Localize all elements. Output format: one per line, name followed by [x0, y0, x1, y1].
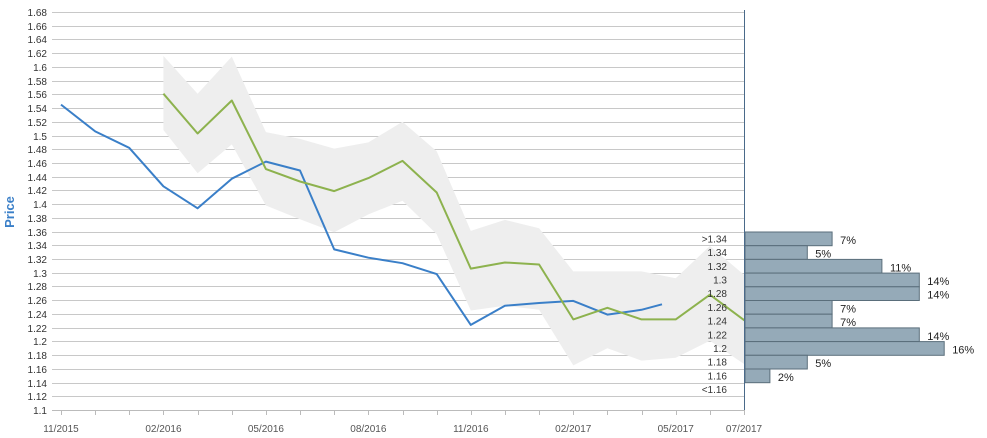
distribution-pct-label: 5% [815, 358, 831, 370]
y-tick-label: 1.26 [28, 296, 48, 307]
distribution-pct-label: 14% [927, 331, 949, 343]
forecast-band [163, 55, 744, 366]
y-tick-label: 1.48 [28, 145, 48, 156]
x-tick-label: 11/2016 [453, 424, 489, 435]
distribution-row-label: 1.3 [713, 276, 727, 287]
distribution-row-label: 1.32 [708, 262, 728, 273]
x-tick-label: 05/2016 [248, 424, 285, 435]
distribution-bar [744, 231, 833, 247]
y-tick-label: 1.3 [33, 269, 47, 280]
y-tick-label: 1.68 [28, 8, 48, 19]
distribution-pct-label: 5% [815, 249, 831, 261]
y-tick-label: 1.36 [28, 228, 48, 239]
distribution-bar [744, 258, 883, 274]
y-tick-label: 1.58 [28, 77, 48, 88]
distribution-pct-label: 16% [952, 345, 974, 357]
distribution-row-label: 1.22 [708, 330, 728, 341]
distribution-row-label: >1.34 [702, 234, 728, 245]
forecast-band-area [163, 55, 744, 366]
x-tick-label: 07/2017 [726, 424, 763, 435]
distribution-bar [744, 300, 833, 315]
y-tick-label: 1.56 [28, 90, 48, 101]
y-tick-label: 1.44 [28, 173, 48, 184]
distribution-row-label: <1.16 [702, 385, 728, 396]
x-tick-label: 11/2015 [43, 424, 79, 435]
distribution-bar [744, 245, 808, 260]
distribution-bar [744, 313, 833, 329]
distribution-pct-label: 7% [840, 235, 856, 247]
y-tick-label: 1.42 [28, 186, 48, 197]
y-tick-label: 1.34 [28, 241, 48, 252]
distribution-row-label: 1.16 [708, 371, 728, 382]
distribution-pct-label: 14% [927, 290, 949, 302]
distribution-bar [744, 286, 920, 301]
distribution-row-label: 1.34 [708, 248, 728, 259]
distribution-row-label: 1.18 [708, 358, 728, 369]
y-tick-label: 1.62 [28, 49, 48, 60]
y-tick-label: 1.46 [28, 159, 48, 170]
distribution-row-label: 1.28 [708, 289, 728, 300]
distribution-bar [744, 368, 771, 384]
y-tick-label: 1.54 [28, 104, 48, 115]
x-tick-label: 02/2016 [145, 424, 182, 435]
y-tick-label: 1.38 [28, 214, 48, 225]
distribution-bar [744, 341, 945, 356]
y-tick-label: 1.16 [28, 365, 48, 376]
y-tick-label: 1.32 [28, 255, 48, 266]
x-tick-labels: 11/2015 02/2016 05/2016 08/2016 11/2016 02/20… [43, 410, 763, 435]
series-lines [60, 93, 756, 326]
y-tick-label: 1.6 [33, 63, 47, 74]
y-tick-label: 1.52 [28, 118, 48, 129]
y-axis-title: Price [2, 196, 17, 228]
y-tick-label: 1.5 [33, 132, 47, 143]
y-tick-label: 1.24 [28, 310, 48, 321]
distribution-bar [744, 354, 808, 370]
x-tick-label: 08/2016 [350, 424, 387, 435]
series-line-forecast [162, 93, 756, 322]
y-tick-labels: 1.1 1.12 1.14 1.16 1.18 1.2 1.22 1.24 1.26 1.28 1.… [28, 8, 48, 417]
distribution-row-label: 1.26 [708, 303, 728, 314]
y-tick-label: 1.66 [28, 22, 48, 33]
distribution-row-label: 1.2 [713, 344, 727, 355]
y-tick-label: 1.4 [33, 200, 47, 211]
distribution-pct-label: 11% [890, 262, 911, 274]
distribution-bar [744, 327, 920, 343]
y-tick-label: 1.12 [28, 392, 48, 403]
y-tick-label: 1.18 [28, 351, 48, 362]
y-tick-label: 1.22 [28, 324, 48, 335]
x-tick-label: 05/2017 [658, 424, 695, 435]
y-tick-label: 1.28 [28, 282, 48, 293]
y-tick-label: 1.1 [33, 406, 47, 417]
distribution-pct-label: 7% [840, 317, 856, 329]
distribution-bar [744, 272, 920, 288]
distribution-pct-label: 7% [840, 303, 856, 315]
series-line-actual [60, 103, 663, 326]
distribution-row-label: 1.24 [708, 317, 728, 328]
x-tick-label: 02/2017 [555, 424, 592, 435]
distribution-pct-label: 14% [927, 276, 949, 288]
distribution-bars: >1.34 7% 1.34 5% 1.32 11% 1.3 14% 1.28 14% 1.26 7% 1… [702, 231, 974, 396]
y-tick-label: 1.14 [28, 379, 48, 390]
y-tick-label: 1.64 [28, 35, 48, 46]
y-tick-label: 1.2 [33, 337, 47, 348]
distribution-pct-label: 2% [778, 372, 794, 384]
